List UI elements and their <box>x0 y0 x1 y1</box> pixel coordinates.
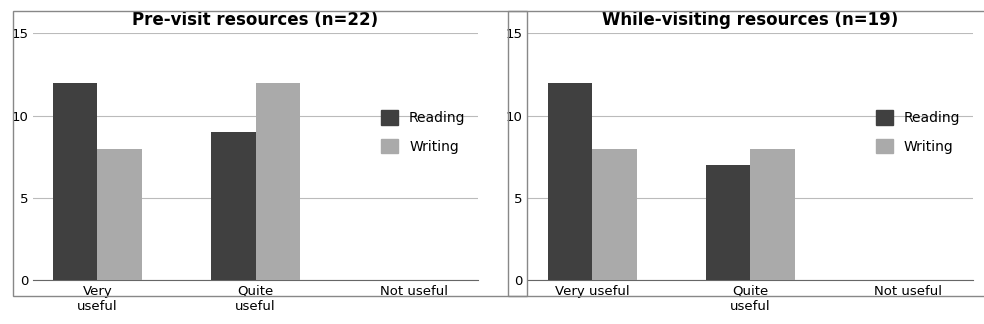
Title: While-visiting resources (n=19): While-visiting resources (n=19) <box>602 11 898 29</box>
Bar <box>256 83 300 280</box>
Legend: Reading, Writing: Reading, Writing <box>376 105 471 159</box>
Bar <box>97 148 142 280</box>
Bar <box>592 148 637 280</box>
Bar <box>53 83 97 280</box>
Bar <box>212 132 256 280</box>
Legend: Reading, Writing: Reading, Writing <box>871 105 966 159</box>
Title: Pre-visit resources (n=22): Pre-visit resources (n=22) <box>133 11 379 29</box>
Bar <box>707 165 751 280</box>
Bar <box>751 148 795 280</box>
Bar <box>548 83 592 280</box>
